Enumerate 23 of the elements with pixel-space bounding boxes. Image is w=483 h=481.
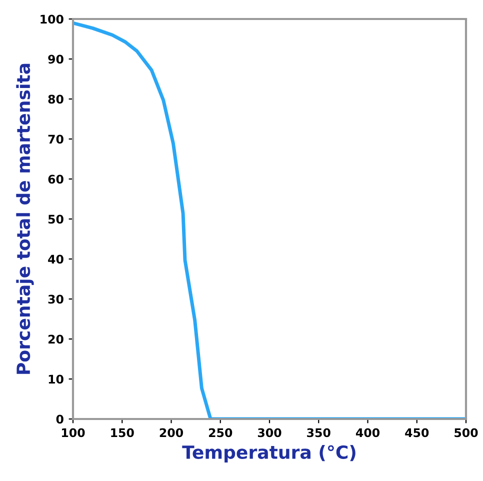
y-tick-label: 50 bbox=[48, 214, 64, 224]
y-tick-label: 80 bbox=[48, 94, 64, 104]
x-tick-label: 300 bbox=[258, 428, 282, 438]
y-tick-label: 0 bbox=[56, 414, 64, 424]
x-tick-label: 200 bbox=[160, 428, 184, 438]
x-tick-label: 400 bbox=[356, 428, 380, 438]
x-axis-title: Temperatura (°C) bbox=[182, 445, 356, 462]
line-series bbox=[73, 21, 466, 419]
x-tick-label: 500 bbox=[454, 428, 478, 438]
x-tick-label: 450 bbox=[405, 428, 429, 438]
x-tick-label: 350 bbox=[307, 428, 330, 438]
y-tick-label: 90 bbox=[48, 54, 64, 64]
y-tick-label: 20 bbox=[48, 334, 64, 344]
y-axis-title: Porcentaje total de martensita bbox=[16, 64, 34, 374]
y-tick-label: 100 bbox=[40, 14, 64, 24]
x-tick-label: 250 bbox=[208, 428, 232, 438]
y-tick-label: 60 bbox=[48, 174, 64, 184]
x-tick-label: 100 bbox=[62, 428, 85, 438]
y-tick-label: 30 bbox=[48, 294, 64, 304]
y-tick-label: 40 bbox=[48, 254, 64, 264]
y-tick-label: 10 bbox=[48, 374, 64, 384]
x-tick-label: 150 bbox=[111, 428, 134, 438]
y-tick-label: 70 bbox=[48, 134, 64, 144]
